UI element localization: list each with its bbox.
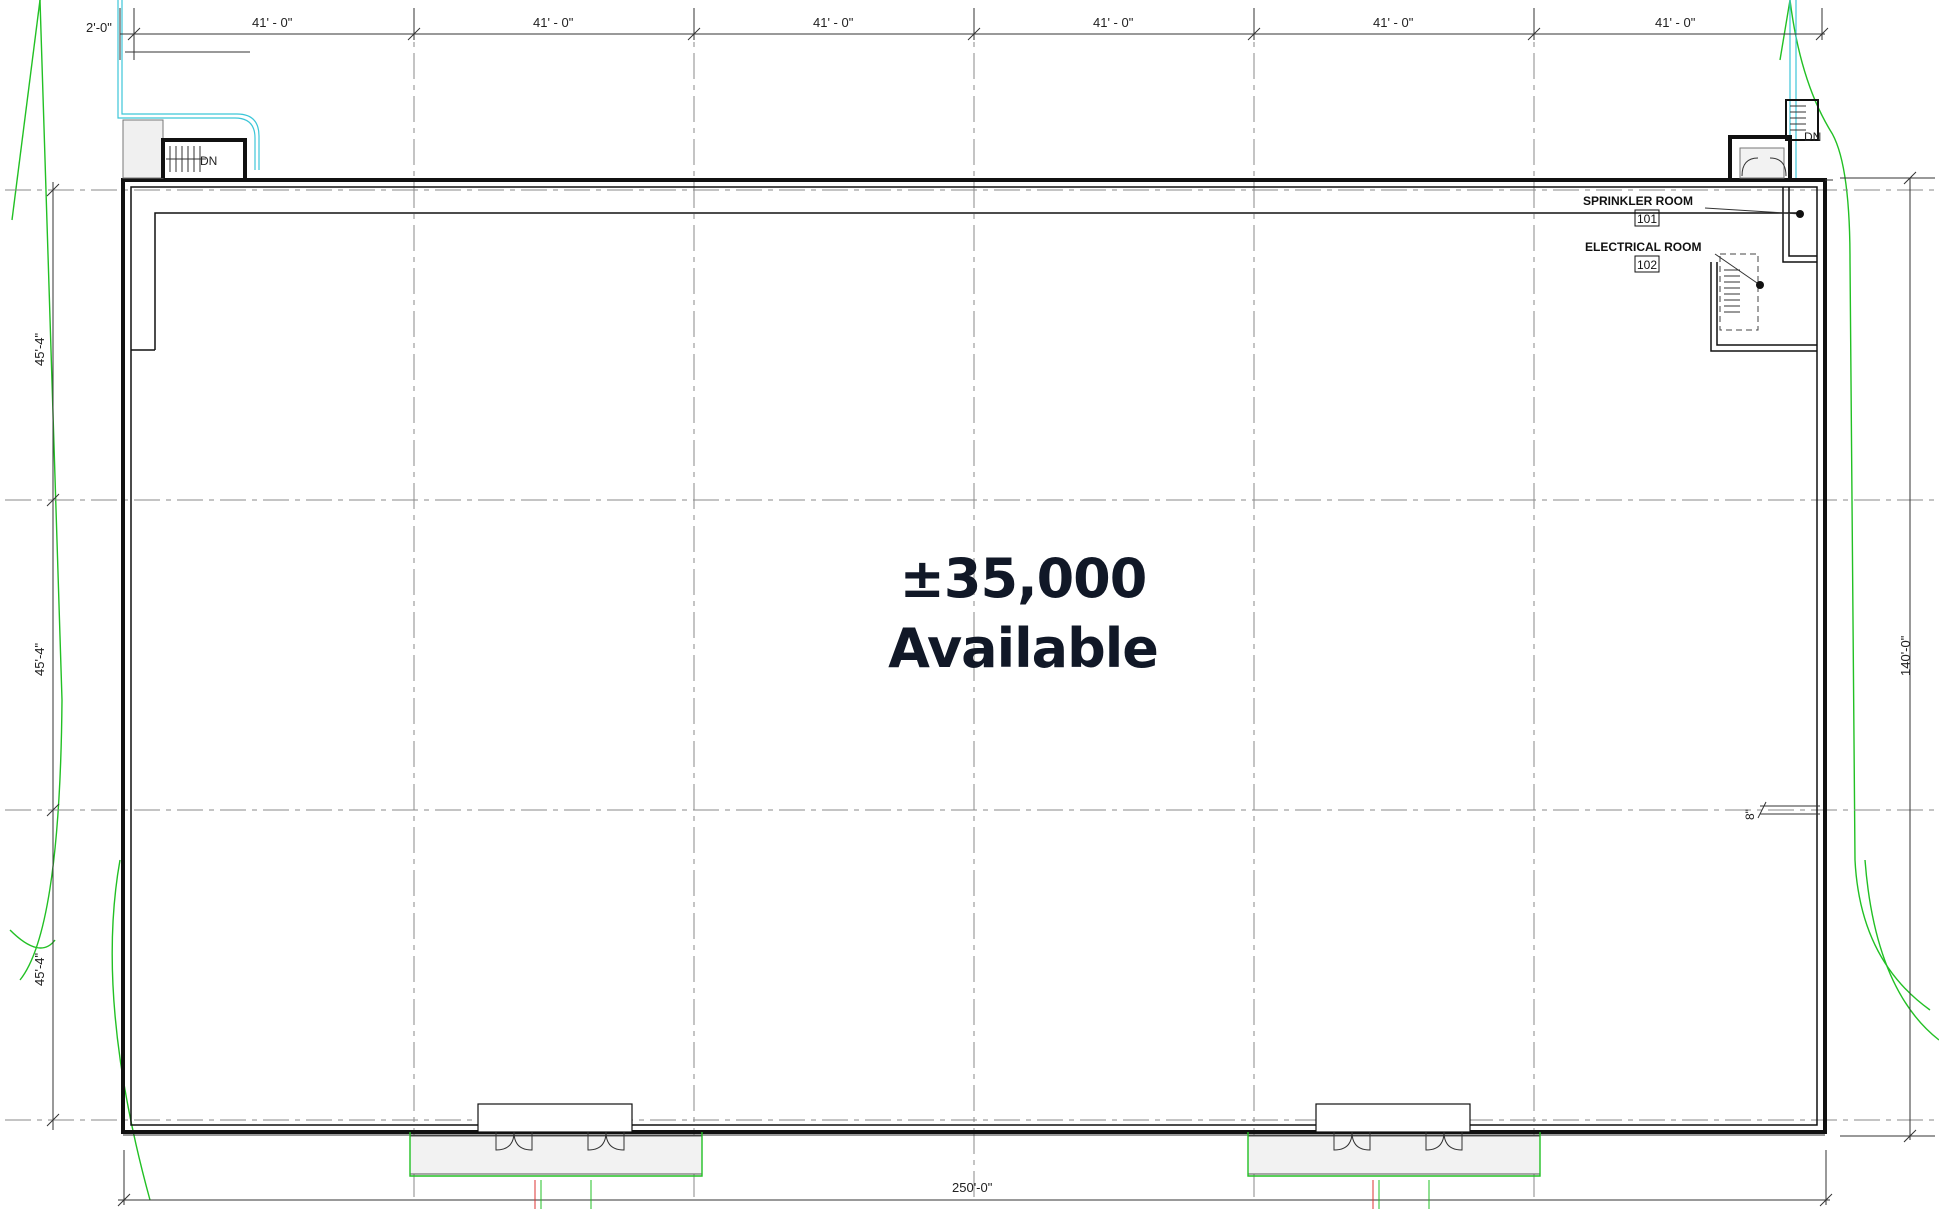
dimension-left-1: 45'-4": [32, 642, 47, 676]
stair-northeast: DN: [1728, 99, 1821, 179]
dimension-top-4: 41' - 0": [1093, 15, 1134, 30]
stair-northwest: DN: [122, 119, 247, 179]
left-dimension-string: 45'-4" 45'-4" 45'-4": [32, 182, 60, 1130]
stair-label-northwest: DN: [200, 154, 217, 168]
electrical-room: ELECTRICAL ROOM 102: [1585, 240, 1817, 352]
curb-lines: [117, 0, 1797, 180]
dimension-wall-thickness: 8": [1743, 809, 1757, 820]
electrical-room-name: ELECTRICAL ROOM: [1585, 240, 1701, 254]
availability-headline: ±35,000 Available: [888, 547, 1159, 680]
dimension-top-3: 41' - 0": [813, 15, 854, 30]
availability-status: Available: [888, 617, 1158, 680]
electrical-room-number: 102: [1637, 258, 1657, 272]
available-area: ±35,000: [900, 547, 1147, 610]
south-entry-east: [1247, 1103, 1541, 1209]
sprinkler-room-number: 101: [1637, 212, 1657, 226]
dimension-top-0: 2'-0": [86, 20, 112, 35]
dimension-top-2: 41' - 0": [533, 15, 574, 30]
dimension-bottom: 250'-0": [952, 1180, 993, 1195]
dimension-left-2: 45'-4": [32, 952, 47, 986]
building-walls: [121, 178, 1833, 1136]
wall-thickness-dimension: 8": [1743, 801, 1820, 820]
right-dimension-string: 140'-0": [1840, 171, 1935, 1143]
sprinkler-room-name: SPRINKLER ROOM: [1583, 194, 1693, 208]
top-dimension-string: 2'-0" 41' - 0" 41' - 0" 41' - 0" 41' - 0…: [86, 8, 1829, 60]
dimension-top-5: 41' - 0": [1373, 15, 1414, 30]
site-boundary-lines: [9, 0, 1939, 1201]
column-grid: [5, 10, 1935, 1200]
sprinkler-room: SPRINKLER ROOM 101: [1583, 187, 1817, 263]
stair-label-northeast: DN: [1804, 130, 1821, 144]
dimension-top-6: 41' - 0": [1655, 15, 1696, 30]
dimension-right: 140'-0": [1898, 635, 1913, 676]
dimension-left-0: 45'-4": [32, 332, 47, 366]
dimension-top-1: 41' - 0": [252, 15, 293, 30]
bottom-dimension-string: 250'-0": [117, 1150, 1833, 1207]
south-entry-west: [409, 1103, 703, 1209]
